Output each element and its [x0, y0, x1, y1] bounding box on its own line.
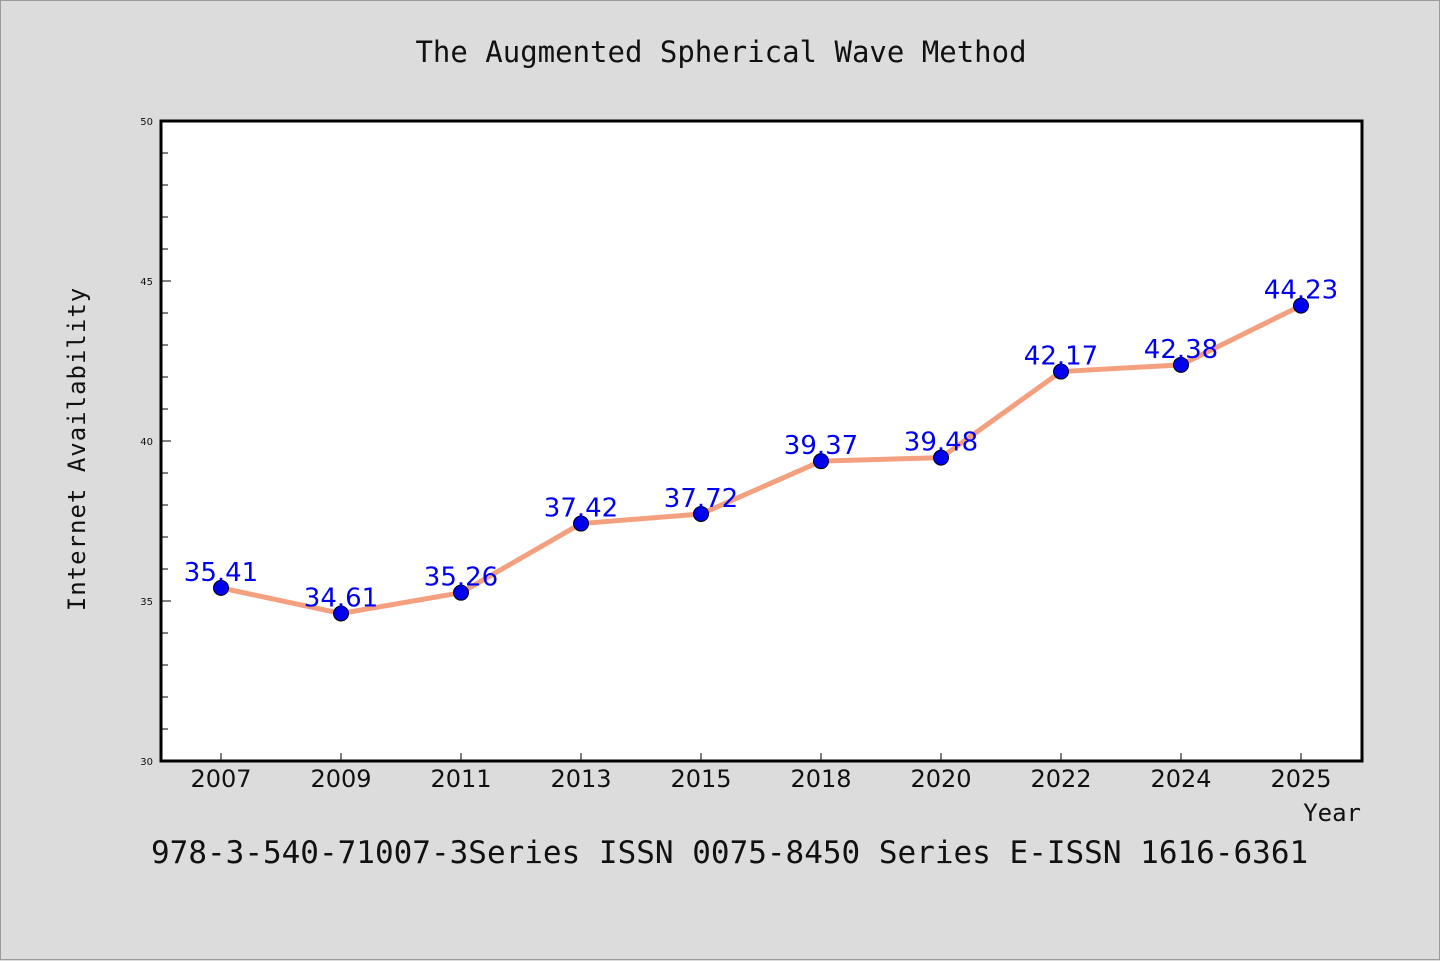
data-label: 39.48	[904, 428, 978, 458]
data-label: 35.26	[424, 563, 498, 593]
y-tick-label: 30	[140, 757, 153, 768]
data-label: 34.61	[304, 583, 378, 613]
x-tick-label: 2025	[1270, 765, 1331, 793]
plot-area	[159, 119, 1364, 763]
x-tick-label: 2022	[1030, 765, 1091, 793]
chart-title: The Augmented Spherical Wave Method	[415, 35, 1027, 69]
x-tick-label: 2015	[670, 765, 731, 793]
data-point	[1053, 363, 1069, 380]
data-point	[453, 584, 469, 601]
x-tick-label: 2013	[550, 765, 611, 793]
data-point	[693, 505, 709, 522]
y-axis-label: Internet Availability	[63, 287, 91, 611]
data-point	[573, 515, 589, 532]
x-tick-label: 2020	[910, 765, 971, 793]
y-tick-label: 50	[140, 117, 153, 128]
data-label: 42.17	[1024, 342, 1098, 372]
y-tick-label: 40	[140, 437, 153, 448]
y-axis-ticks: 30 35 40 45 50	[140, 117, 171, 768]
data-point	[1173, 356, 1189, 373]
data-label: 37.42	[544, 494, 618, 524]
y-tick-label: 35	[140, 597, 153, 608]
series-line	[218, 303, 1304, 616]
x-tick-label: 2007	[190, 765, 251, 793]
data-point	[813, 453, 829, 470]
data-point	[213, 579, 229, 596]
data-point	[1293, 297, 1309, 314]
data-point	[933, 449, 949, 466]
x-tick-label: 2024	[1150, 765, 1211, 793]
x-tick-label: 2011	[430, 765, 491, 793]
data-label: 42.38	[1144, 335, 1218, 365]
x-axis-ticks: 2007 2009 2011 2013 2015 2018 2020 2022 2024 2025	[190, 753, 1332, 793]
y-tick-label: 45	[140, 277, 153, 288]
footer-isbn-issn: 978-3-540-71007-3Series ISSN 0075-8450 S…	[151, 835, 1309, 871]
x-axis-label: Year	[1303, 799, 1361, 827]
data-label: 37.72	[664, 484, 738, 514]
data-label: 44.23	[1264, 276, 1338, 306]
x-tick-label: 2018	[790, 765, 851, 793]
data-point	[333, 605, 349, 622]
data-label: 39.37	[784, 431, 858, 461]
data-label: 35.41	[184, 558, 258, 588]
x-tick-label: 2009	[310, 765, 371, 793]
series-layer: 35.41 34.61 35.26 37.42 37.72 39.37 39.48 42.17…	[184, 276, 1338, 622]
